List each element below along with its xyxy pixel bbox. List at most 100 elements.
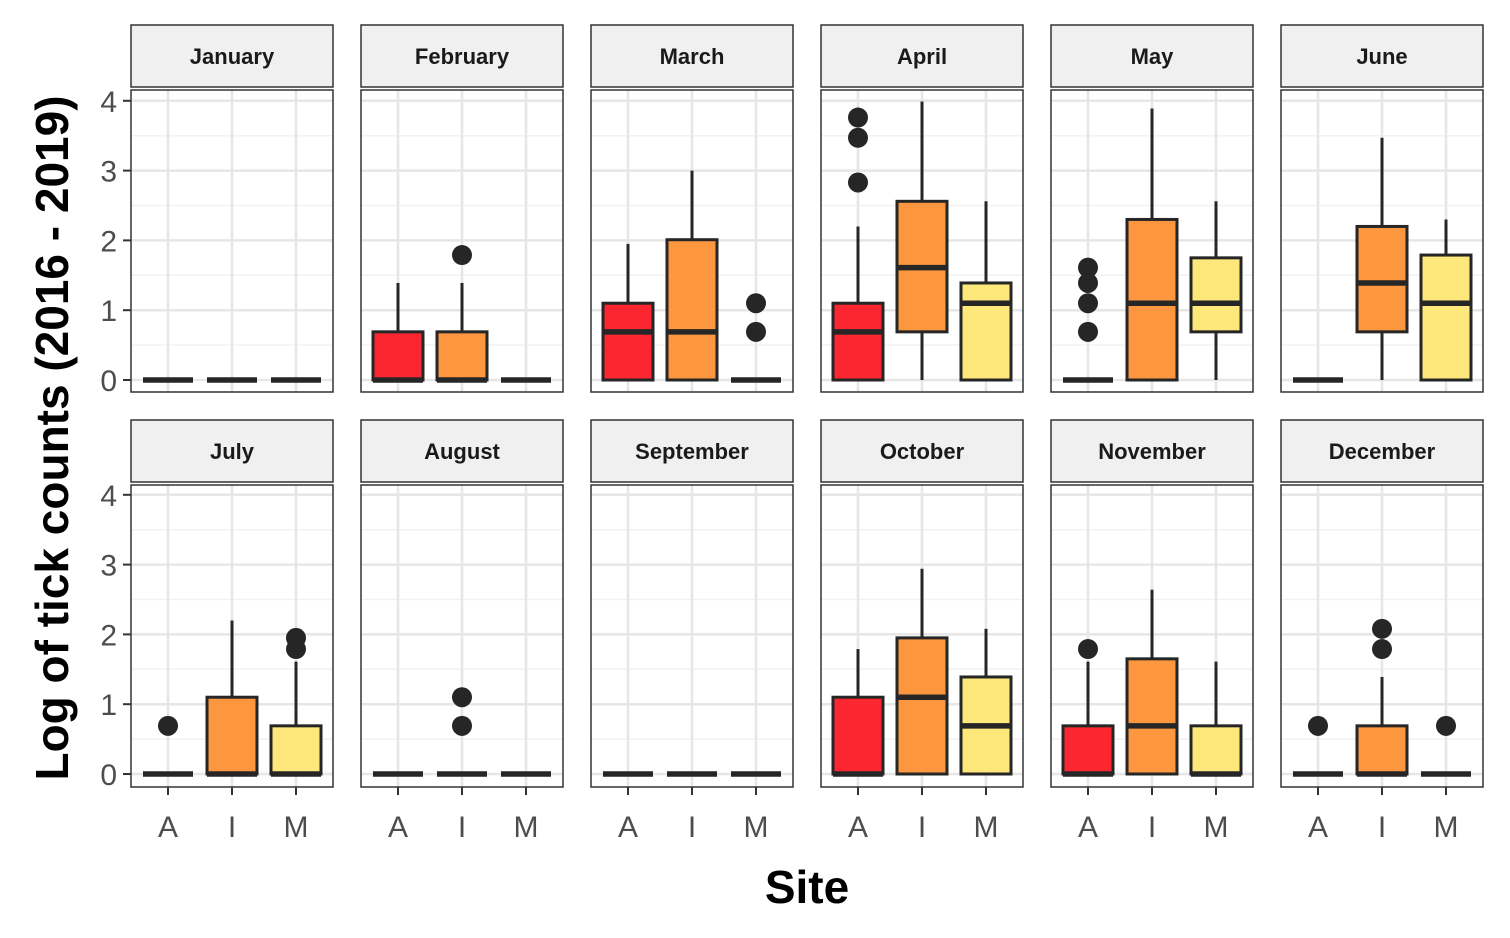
strip-label-july: July bbox=[210, 439, 255, 464]
panel-october: October A I M bbox=[820, 419, 1024, 844]
x-tick-label-a: A bbox=[388, 811, 408, 844]
panel-border-march bbox=[590, 89, 794, 393]
panel-july: July A I M 0 1 2 3 4 bbox=[100, 419, 334, 844]
box-a bbox=[831, 695, 885, 776]
box-i bbox=[1355, 724, 1409, 776]
outlier-point-a bbox=[848, 172, 868, 193]
box-i bbox=[1125, 657, 1179, 776]
strip-january bbox=[130, 24, 334, 88]
box-m bbox=[1189, 724, 1243, 776]
box-i bbox=[205, 695, 259, 776]
box-m bbox=[269, 724, 323, 776]
strip-october bbox=[820, 419, 1024, 483]
strip-label-september: September bbox=[635, 439, 749, 464]
y-tick-label: 3 bbox=[100, 550, 117, 583]
x-tick-label-m: M bbox=[284, 811, 309, 844]
outlier-point-i bbox=[452, 715, 472, 736]
panels-layer: January 0 1 2 3 4 February March April May June Jul… bbox=[100, 24, 1484, 844]
y-tick-label: 2 bbox=[100, 619, 117, 652]
box-i bbox=[1355, 224, 1409, 334]
strip-label-june: June bbox=[1356, 44, 1407, 69]
strip-label-november: November bbox=[1098, 439, 1206, 464]
strip-july bbox=[130, 419, 334, 483]
y-tick-label: 2 bbox=[100, 225, 117, 258]
outlier-point-a bbox=[848, 107, 868, 128]
panel-november: November A I M bbox=[1050, 419, 1254, 844]
outlier-point-a bbox=[1078, 639, 1098, 660]
panel-august: August A I M bbox=[360, 419, 564, 844]
x-tick-label-m: M bbox=[514, 811, 539, 844]
x-tick-label-a: A bbox=[618, 811, 638, 844]
box-i bbox=[435, 330, 489, 382]
box-i bbox=[1125, 217, 1179, 382]
y-tick-label: 0 bbox=[100, 365, 117, 398]
x-tick-label-m: M bbox=[974, 811, 999, 844]
strip-november bbox=[1050, 419, 1254, 483]
y-tick-label: 1 bbox=[100, 295, 117, 328]
strip-march bbox=[590, 24, 794, 88]
outlier-point-m bbox=[746, 321, 766, 342]
box-a bbox=[1061, 724, 1115, 776]
strip-august bbox=[360, 419, 564, 483]
strip-may bbox=[1050, 24, 1254, 88]
outlier-point-a bbox=[1078, 293, 1098, 314]
outlier-point-a bbox=[1078, 321, 1098, 342]
strip-label-february: February bbox=[415, 44, 510, 69]
x-tick-label-i: I bbox=[918, 811, 926, 844]
strip-june bbox=[1280, 24, 1484, 88]
x-tick-label-i: I bbox=[458, 811, 466, 844]
x-tick-label-i: I bbox=[1378, 811, 1386, 844]
panel-march: March bbox=[590, 24, 794, 393]
outlier-point-a bbox=[1308, 715, 1328, 736]
y-tick-label: 3 bbox=[100, 156, 117, 189]
x-tick-label-m: M bbox=[1434, 811, 1459, 844]
panel-may: May bbox=[1050, 24, 1254, 393]
strip-label-march: March bbox=[660, 44, 725, 69]
panel-border-april bbox=[820, 89, 1024, 393]
outlier-point-m bbox=[746, 293, 766, 314]
box-a bbox=[831, 301, 885, 382]
outlier-point-a bbox=[1078, 257, 1098, 278]
strip-label-october: October bbox=[880, 439, 965, 464]
panel-border-february bbox=[360, 89, 564, 393]
panel-january: January 0 1 2 3 4 bbox=[100, 24, 334, 398]
strip-december bbox=[1280, 419, 1484, 483]
y-axis-title: Log of tick counts (2016 - 2019) bbox=[26, 95, 78, 780]
panel-border-june bbox=[1280, 89, 1484, 393]
x-tick-label-i: I bbox=[228, 811, 236, 844]
y-tick-label: 1 bbox=[100, 689, 117, 722]
outlier-point-m bbox=[286, 627, 306, 648]
strip-label-april: April bbox=[897, 44, 947, 69]
strip-february bbox=[360, 24, 564, 88]
box-m bbox=[959, 281, 1013, 382]
x-tick-label-m: M bbox=[744, 811, 769, 844]
outlier-point-a bbox=[158, 715, 178, 736]
x-tick-label-i: I bbox=[1148, 811, 1156, 844]
x-tick-label-m: M bbox=[1204, 811, 1229, 844]
y-tick-label: 4 bbox=[100, 480, 117, 513]
x-tick-label-a: A bbox=[158, 811, 178, 844]
x-tick-label-a: A bbox=[1078, 811, 1098, 844]
outlier-point-i bbox=[1372, 618, 1392, 639]
box-m bbox=[1419, 253, 1473, 382]
panel-border-may bbox=[1050, 89, 1254, 393]
outlier-point-i bbox=[452, 687, 472, 708]
strip-april bbox=[820, 24, 1024, 88]
outlier-point-a bbox=[848, 127, 868, 148]
strip-label-august: August bbox=[424, 439, 500, 464]
panel-september: September A I M bbox=[590, 419, 794, 844]
panel-june: June bbox=[1280, 24, 1484, 393]
box-m bbox=[1189, 256, 1243, 334]
outlier-point-i bbox=[452, 245, 472, 266]
x-tick-label-i: I bbox=[688, 811, 696, 844]
panel-december: December A I M bbox=[1280, 419, 1484, 844]
strip-label-may: May bbox=[1131, 44, 1175, 69]
box-i bbox=[665, 238, 719, 382]
panel-february: February bbox=[360, 24, 564, 393]
outlier-point-i bbox=[1372, 639, 1392, 660]
y-tick-label: 0 bbox=[100, 759, 117, 792]
y-tick-label: 4 bbox=[100, 86, 117, 119]
strip-label-january: January bbox=[190, 44, 275, 69]
